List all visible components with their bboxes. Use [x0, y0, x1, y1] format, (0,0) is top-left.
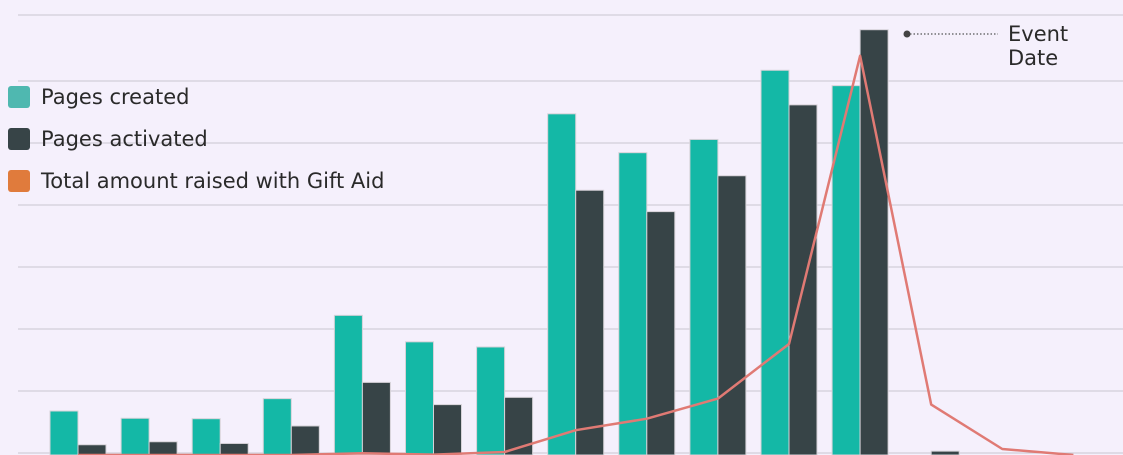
- legend-label: Pages activated: [41, 127, 208, 151]
- bar-pages-created: [49, 410, 79, 455]
- bar-pages-activated: [433, 404, 462, 455]
- legend-item-gift-aid[interactable]: Total amount raised with Gift Aid: [8, 160, 384, 202]
- legend-swatch-pages-created: [8, 86, 30, 108]
- bar-pages-created: [689, 138, 719, 455]
- legend-swatch-pages-activated: [8, 128, 30, 150]
- bar-pages-created: [547, 113, 577, 455]
- event-date-marker: [903, 30, 911, 38]
- bar-pages-activated: [788, 104, 818, 455]
- bar-pages-activated: [361, 381, 391, 455]
- bar-pages-activated: [930, 450, 960, 455]
- bar-pages-created: [476, 346, 506, 455]
- bar-pages-created: [831, 85, 861, 455]
- legend-label: Pages created: [41, 85, 190, 109]
- bar-pages-created: [262, 398, 292, 455]
- bar-pages-activated: [219, 442, 249, 455]
- bar-pages-activated: [290, 425, 320, 455]
- legend-swatch-gift-aid: [8, 170, 30, 192]
- bar-pages-activated: [859, 29, 889, 455]
- bar-pages-created: [333, 314, 363, 455]
- event-date-label: Event Date: [1008, 22, 1069, 70]
- bar-pages-activated: [717, 175, 747, 455]
- bar-pages-created: [191, 418, 221, 455]
- legend: Pages created Pages activated Total amou…: [8, 76, 384, 202]
- legend-item-pages-created[interactable]: Pages created: [8, 76, 384, 118]
- legend-label: Total amount raised with Gift Aid: [41, 169, 385, 193]
- bar-pages-activated: [504, 396, 534, 455]
- bar-pages-created: [618, 152, 648, 455]
- bar-pages-activated: [575, 189, 605, 455]
- legend-item-pages-activated[interactable]: Pages activated: [8, 118, 384, 160]
- bar-pages-activated: [77, 444, 107, 455]
- bar-pages-created: [120, 417, 150, 455]
- bar-pages-created: [405, 341, 434, 455]
- event-annotation: [903, 30, 998, 38]
- bar-pages-activated: [148, 441, 178, 455]
- bar-pages-created: [760, 69, 790, 455]
